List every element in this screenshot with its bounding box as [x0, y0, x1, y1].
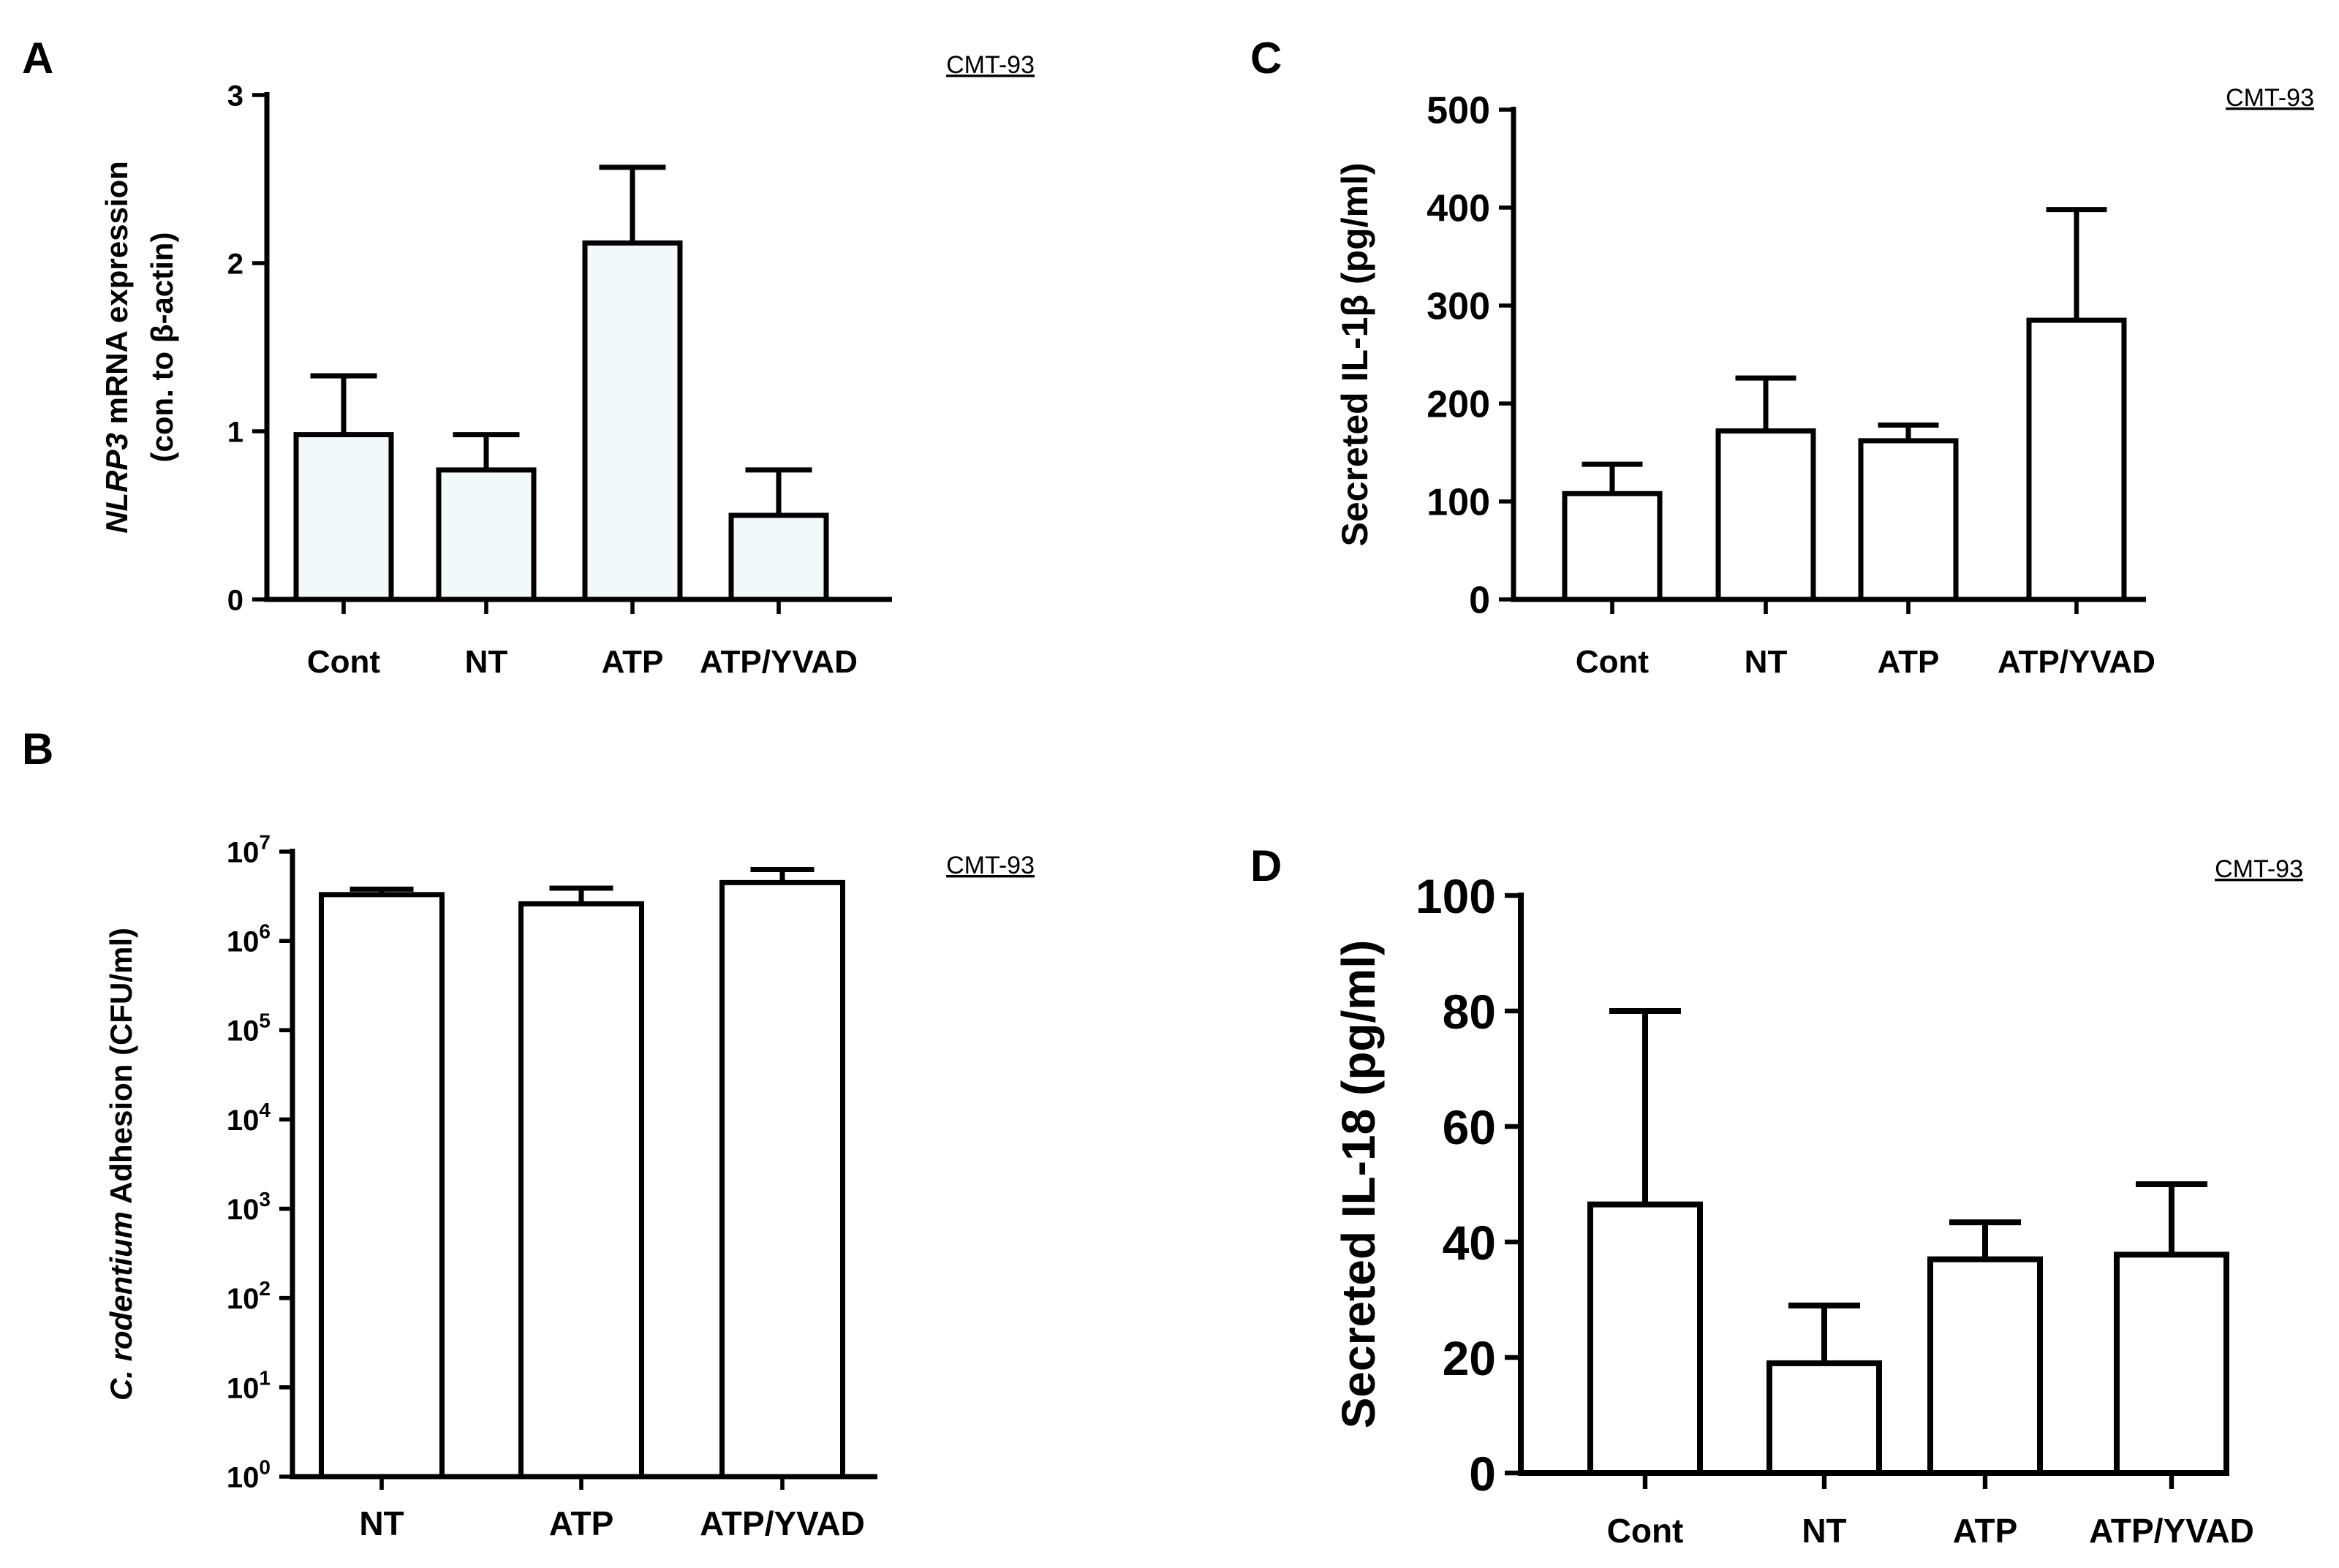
- bar: [728, 512, 829, 602]
- bar: [293, 432, 394, 602]
- y-tick-label: 0: [227, 584, 243, 616]
- x-tick-label: NT: [1802, 1512, 1846, 1550]
- y-tick-label: 102: [227, 1277, 271, 1315]
- panel-c: C CMT-93 0 100 200 300 400 500 Cont NT ATP ATP/YVAD…: [1250, 34, 2314, 680]
- panel-a: A CMT-93 0 1 2 3 Cont NT ATP ATP/YVAD NLRP3 mRNA e…: [22, 34, 1035, 680]
- y-tick-label: 107: [227, 830, 271, 868]
- y-tick-label: 0: [1469, 1447, 1496, 1501]
- panel-b: B CMT-93 100 101 102 103 104 105 106 107 NT ATP ATP/…: [22, 724, 1035, 1542]
- panel-letter-a: A: [22, 34, 53, 83]
- y-tick-label: 300: [1427, 286, 1490, 328]
- y-tick-label: 100: [227, 1455, 271, 1493]
- y-axis-label: C. rodentium Adhesion (CFU/ml): [104, 928, 138, 1401]
- panel-letter-b: B: [22, 724, 53, 773]
- x-tick-label: ATP/YVAD: [700, 1504, 865, 1542]
- y-tick-label: 106: [227, 920, 271, 958]
- y-tick-label: 400: [1427, 188, 1490, 230]
- x-tick-label: ATP/YVAD: [700, 644, 858, 680]
- y-tick-label: 3: [227, 80, 243, 112]
- y-tick-label: 1: [227, 416, 243, 448]
- x-tick-label: ATP: [1953, 1512, 2018, 1550]
- x-tick-label: ATP: [549, 1504, 614, 1542]
- x-tick-label: NT: [465, 644, 508, 680]
- x-tick-label: ATP: [602, 644, 664, 680]
- x-tick-label: NT: [1745, 644, 1788, 680]
- x-tick-label: ATP/YVAD: [1998, 644, 2155, 680]
- y-tick-label: 60: [1443, 1100, 1496, 1154]
- cell-line-label-b: CMT-93: [946, 852, 1035, 879]
- bar: [319, 892, 445, 1480]
- cell-line-label-a: CMT-93: [946, 51, 1035, 79]
- y-axis-label: Secreted IL-1β (pg/ml): [1334, 162, 1375, 546]
- bar: [436, 467, 537, 602]
- bar: [518, 901, 644, 1480]
- x-tick-label: Cont: [1607, 1512, 1684, 1550]
- cell-line-label-c: CMT-93: [2226, 84, 2314, 112]
- panel-letter-c: C: [1250, 34, 1282, 83]
- bar: [1587, 1201, 1703, 1477]
- y-tick-label: 103: [227, 1188, 271, 1226]
- x-tick-label: Cont: [1576, 644, 1650, 680]
- bar: [1766, 1360, 1882, 1477]
- y-tick-label: 101: [227, 1366, 271, 1404]
- bar: [719, 879, 845, 1480]
- y-tick-label: 104: [227, 1099, 271, 1137]
- bar: [582, 240, 683, 602]
- bar: [1562, 491, 1663, 602]
- x-tick-label: NT: [359, 1504, 404, 1542]
- x-tick-label: ATP/YVAD: [2089, 1512, 2254, 1550]
- panel-d: D CMT-93 0 20 40 60 80 100 Cont NT ATP ATP/YVAD Secr…: [1250, 841, 2303, 1550]
- y-tick-label: 100: [1427, 482, 1490, 524]
- y-tick-label: 200: [1427, 384, 1490, 426]
- y-axis-label: Secreted IL-18 (pg/ml): [1332, 940, 1385, 1429]
- panel-letter-d: D: [1250, 841, 1282, 890]
- y-tick-label: 100: [1416, 869, 1496, 923]
- cell-line-label-d: CMT-93: [2215, 855, 2303, 883]
- y-tick-label: 20: [1443, 1331, 1496, 1385]
- x-tick-label: Cont: [307, 644, 381, 680]
- x-tick-label: ATP: [1878, 644, 1940, 680]
- y-tick-label: 2: [227, 248, 243, 280]
- y-axis-label: NLRP3 mRNA expression: [99, 161, 134, 534]
- y-tick-label: 105: [227, 1010, 271, 1048]
- y-axis-label: (con. to β-actin): [145, 232, 179, 463]
- y-tick-label: 80: [1443, 985, 1496, 1039]
- bar: [1715, 428, 1816, 602]
- y-tick-label: 0: [1469, 580, 1490, 622]
- bar: [1927, 1256, 2043, 1476]
- bar: [2114, 1251, 2229, 1476]
- y-tick-label: 40: [1443, 1216, 1496, 1270]
- bar: [2026, 317, 2127, 602]
- y-tick-label: 500: [1427, 90, 1490, 132]
- bar: [1858, 438, 1959, 602]
